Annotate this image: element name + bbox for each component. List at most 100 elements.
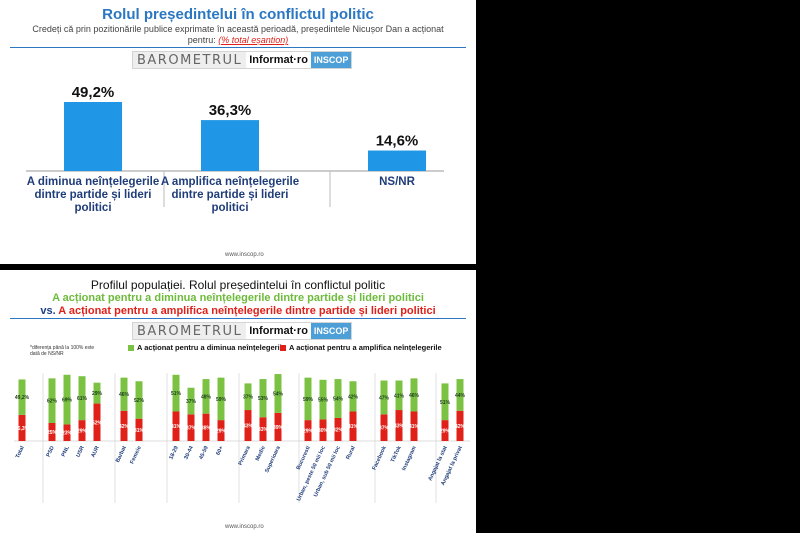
bar-amplifica	[410, 411, 418, 441]
bar-amplifica	[319, 419, 327, 441]
data-label-green: 47%	[379, 395, 390, 401]
category-label: A amplifica neînțelegerile	[161, 176, 299, 188]
data-label-green: 52%	[134, 398, 145, 404]
bar-diminua	[441, 383, 449, 421]
data-label-red: 41%	[409, 424, 420, 430]
bar-diminua	[78, 376, 86, 421]
category-label: Primara	[238, 444, 252, 466]
legend-label: A acționat pentru a amplifica neînțelege…	[289, 343, 442, 352]
green-statement: A acționat pentru a diminua neînțelegeri…	[52, 292, 424, 304]
bar-diminua	[456, 379, 464, 411]
category-label: 45-59	[198, 445, 209, 460]
bar-amplifica	[217, 420, 225, 441]
chart-question-end: pentru: (% total eșantion)	[0, 35, 476, 45]
bar-amplifica	[349, 411, 357, 441]
bar-amplifica	[274, 412, 282, 441]
summary-chart-panel: Rolul președintelui în conflictul politi…	[0, 0, 476, 264]
data-label-red: 52%	[92, 420, 103, 426]
data-label: 14,6%	[376, 133, 419, 150]
category-label: Medie	[255, 445, 267, 462]
data-label-green: 54%	[333, 397, 344, 403]
bar	[368, 150, 426, 171]
category-label: Rural	[345, 445, 357, 461]
bar-diminua	[274, 374, 282, 413]
category-label: Bucuresti	[296, 445, 312, 471]
bar-diminua	[93, 382, 101, 404]
divider	[10, 47, 466, 48]
data-label-red: 37%	[186, 426, 197, 432]
question-end-text: pentru:	[187, 35, 216, 45]
barometer-logo: BAROMETRUL Informat·ro INSCOP	[132, 51, 353, 69]
data-label-red: 39%	[273, 425, 284, 431]
data-label-green: 37%	[186, 399, 197, 405]
data-label-red: 29%	[440, 429, 451, 435]
bar-diminua	[120, 377, 128, 411]
bar-diminua	[410, 378, 418, 412]
bar-amplifica	[441, 420, 449, 441]
data-label: 36,3%	[209, 102, 252, 119]
data-label-red: 29%	[216, 429, 227, 435]
bar-diminua	[259, 379, 267, 418]
category-label: 60+	[215, 445, 224, 456]
data-label-green: 59%	[216, 397, 227, 403]
bar-diminua	[304, 377, 312, 421]
footnote: *diferența până la 100% este dată de NS/…	[30, 345, 95, 357]
bar	[201, 120, 259, 171]
data-label-red: 32%	[333, 427, 344, 433]
bar-diminua	[349, 381, 357, 412]
bar	[64, 102, 122, 171]
legend-swatch-red	[280, 344, 286, 351]
category-label: dintre partide și lideri	[35, 189, 152, 201]
data-label-red: 31%	[134, 428, 145, 434]
informat-logo: Informat·ro	[246, 323, 311, 339]
divider	[10, 318, 466, 319]
red-statement: vs. A acționat pentru a amplifica neînțe…	[0, 305, 476, 317]
chart-title: Rolul președintelui în conflictul politi…	[102, 6, 374, 23]
bar-amplifica	[304, 420, 312, 441]
data-label-green: 54%	[273, 391, 284, 397]
data-label-red: 38%	[201, 425, 212, 431]
inscop-logo: INSCOP	[310, 52, 352, 68]
profile-chart-panel: Profilul populației. Rolul președintelui…	[0, 270, 476, 533]
category-label: NS/NR	[379, 176, 415, 188]
bar-diminua	[135, 381, 143, 419]
versus-label: vs.	[40, 305, 56, 317]
bar-amplifica	[244, 410, 252, 441]
data-label-red: 43%	[394, 424, 405, 430]
data-label-red: 43%	[243, 424, 254, 430]
category-label: politici	[74, 202, 111, 214]
category-label: Total	[15, 445, 26, 460]
category-label: TikTok	[390, 444, 403, 463]
bar-diminua	[172, 374, 180, 412]
data-label-red: 30%	[318, 428, 329, 434]
bar-diminua	[48, 378, 56, 423]
data-label-red: 29%	[77, 429, 88, 435]
data-label-green: 55%	[318, 398, 329, 404]
data-label-red: 33%	[258, 427, 269, 433]
data-label-green: 49,2%	[15, 395, 30, 401]
category-label: A diminua neînțelegerile	[27, 176, 160, 188]
category-label: AUR	[90, 445, 100, 458]
data-label: 49,2%	[72, 84, 115, 101]
data-label-green: 37%	[243, 395, 254, 401]
barometer-wordmark: BAROMETRUL	[137, 323, 243, 339]
category-label: 18-29	[168, 445, 179, 460]
profile-title: Profilul populației. Rolul președintelui…	[90, 278, 386, 292]
category-label: Femeie	[129, 445, 142, 465]
bar-diminua	[202, 379, 210, 414]
bar-amplifica	[380, 414, 388, 441]
chart-question: Credeți că prin pozitionările publice ex…	[32, 24, 444, 34]
legend-swatch-green	[128, 344, 134, 351]
bar-diminua	[18, 379, 26, 415]
footer-url: www.inscop.ro	[225, 524, 264, 530]
bar-diminua	[380, 380, 388, 415]
data-label-green: 29%	[92, 391, 103, 397]
bar-diminua	[187, 387, 195, 415]
data-label-green: 42%	[348, 394, 359, 400]
bar-diminua	[395, 380, 403, 411]
data-label-red: 29%	[303, 429, 314, 435]
bar-amplifica	[135, 418, 143, 441]
legend-label: A acționat pentru a diminua neînțelegeri…	[137, 343, 286, 352]
bar-amplifica	[456, 410, 464, 441]
